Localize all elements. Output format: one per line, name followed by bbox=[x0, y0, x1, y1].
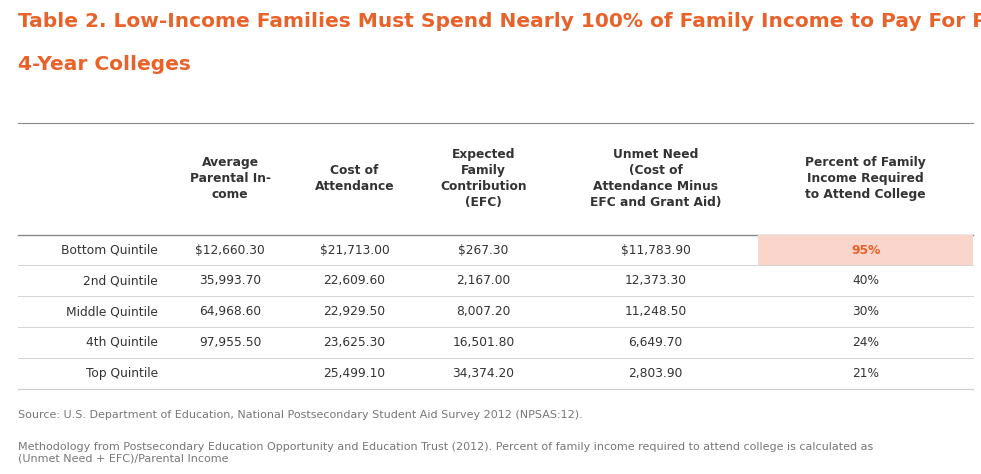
Text: 4th Quintile: 4th Quintile bbox=[86, 336, 158, 349]
Text: 16,501.80: 16,501.80 bbox=[452, 336, 515, 349]
Text: 22,929.50: 22,929.50 bbox=[324, 305, 386, 318]
Text: Expected
Family
Contribution
(EFC): Expected Family Contribution (EFC) bbox=[440, 148, 527, 210]
Text: 4-Year Colleges: 4-Year Colleges bbox=[18, 55, 190, 73]
Text: $12,660.30: $12,660.30 bbox=[195, 244, 265, 256]
Text: 8,007.20: 8,007.20 bbox=[456, 305, 511, 318]
Text: Average
Parental In-
come: Average Parental In- come bbox=[189, 156, 271, 201]
Text: Unmet Need
(Cost of
Attendance Minus
EFC and Grant Aid): Unmet Need (Cost of Attendance Minus EFC… bbox=[590, 148, 721, 210]
Text: 2nd Quintile: 2nd Quintile bbox=[83, 274, 158, 287]
Text: $21,713.00: $21,713.00 bbox=[320, 244, 389, 256]
Text: Methodology from Postsecondary Education Opportunity and Education Trust (2012).: Methodology from Postsecondary Education… bbox=[18, 442, 873, 464]
Text: Middle Quintile: Middle Quintile bbox=[66, 305, 158, 318]
Text: $11,783.90: $11,783.90 bbox=[621, 244, 691, 256]
Text: 64,968.60: 64,968.60 bbox=[199, 305, 261, 318]
Text: 97,955.50: 97,955.50 bbox=[199, 336, 262, 349]
Text: 24%: 24% bbox=[852, 336, 879, 349]
Text: 40%: 40% bbox=[852, 274, 879, 287]
Text: 2,167.00: 2,167.00 bbox=[456, 274, 510, 287]
Text: Percent of Family
Income Required
to Attend College: Percent of Family Income Required to Att… bbox=[805, 156, 926, 201]
Text: 21%: 21% bbox=[852, 367, 879, 380]
Text: 34,374.20: 34,374.20 bbox=[452, 367, 514, 380]
Text: 23,625.30: 23,625.30 bbox=[324, 336, 386, 349]
Text: $267.30: $267.30 bbox=[458, 244, 509, 256]
Text: 35,993.70: 35,993.70 bbox=[199, 274, 261, 287]
Text: 25,499.10: 25,499.10 bbox=[324, 367, 386, 380]
Text: 6,649.70: 6,649.70 bbox=[628, 336, 683, 349]
Text: Source: U.S. Department of Education, National Postsecondary Student Aid Survey : Source: U.S. Department of Education, Na… bbox=[18, 410, 583, 420]
Text: Bottom Quintile: Bottom Quintile bbox=[61, 244, 158, 256]
Text: 30%: 30% bbox=[852, 305, 879, 318]
Text: Cost of
Attendance: Cost of Attendance bbox=[315, 164, 394, 193]
Text: 11,248.50: 11,248.50 bbox=[624, 305, 687, 318]
Text: 95%: 95% bbox=[851, 244, 880, 256]
Bar bbox=[758, 235, 973, 265]
Text: 2,803.90: 2,803.90 bbox=[628, 367, 683, 380]
Text: 22,609.60: 22,609.60 bbox=[324, 274, 386, 287]
Text: Top Quintile: Top Quintile bbox=[85, 367, 158, 380]
Text: 12,373.30: 12,373.30 bbox=[625, 274, 687, 287]
Text: Table 2. Low-Income Families Must Spend Nearly 100% of Family Income to Pay For : Table 2. Low-Income Families Must Spend … bbox=[18, 12, 981, 31]
